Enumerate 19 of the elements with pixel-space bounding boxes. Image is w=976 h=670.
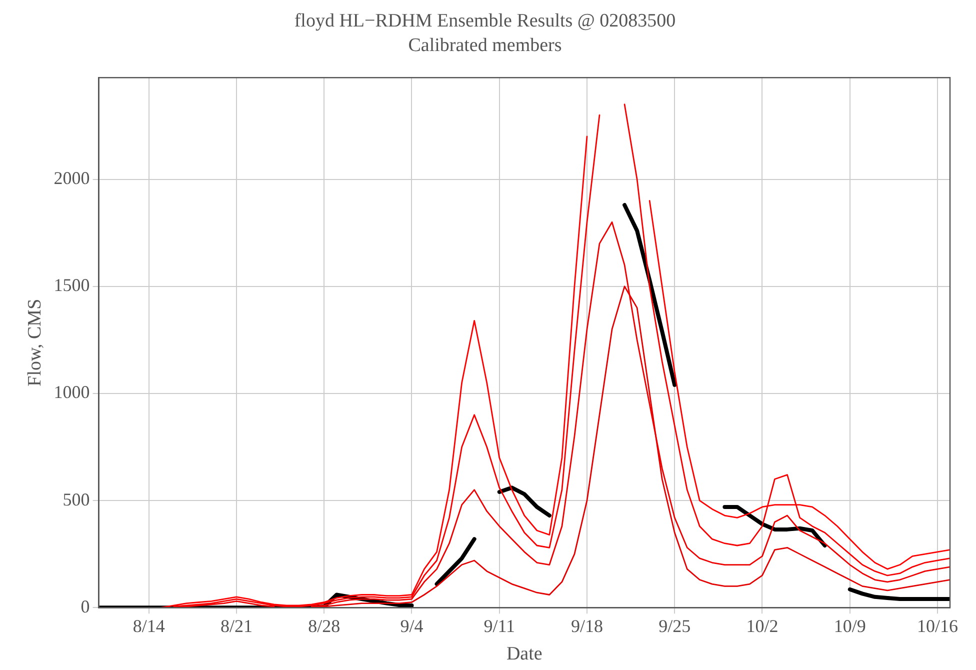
x-tick-label: 10/16: [916, 616, 958, 636]
x-tick-label: 8/14: [132, 616, 165, 636]
x-tick-label: 8/28: [308, 616, 340, 636]
y-tick-label: 500: [62, 489, 90, 510]
x-tick-label: 9/4: [400, 616, 424, 636]
x-tick-label: 9/11: [484, 616, 516, 636]
x-tick-label: 9/25: [658, 616, 691, 636]
y-tick-label: 0: [80, 596, 90, 616]
chart-title: floyd HL−RDHM Ensemble Results @ 02083500: [294, 10, 676, 32]
y-tick-label: 1500: [54, 275, 90, 296]
y-tick-label: 1000: [54, 382, 90, 402]
x-tick-label: 10/2: [746, 616, 778, 636]
y-tick-label: 2000: [54, 168, 90, 188]
x-tick-label: 8/21: [220, 616, 252, 636]
chart-subtitle: Calibrated members: [408, 35, 562, 56]
x-tick-label: 10/9: [834, 616, 866, 636]
y-axis-title: Flow, CMS: [24, 298, 46, 386]
x-tick-label: 9/18: [570, 616, 603, 636]
x-axis-title: Date: [506, 644, 542, 665]
